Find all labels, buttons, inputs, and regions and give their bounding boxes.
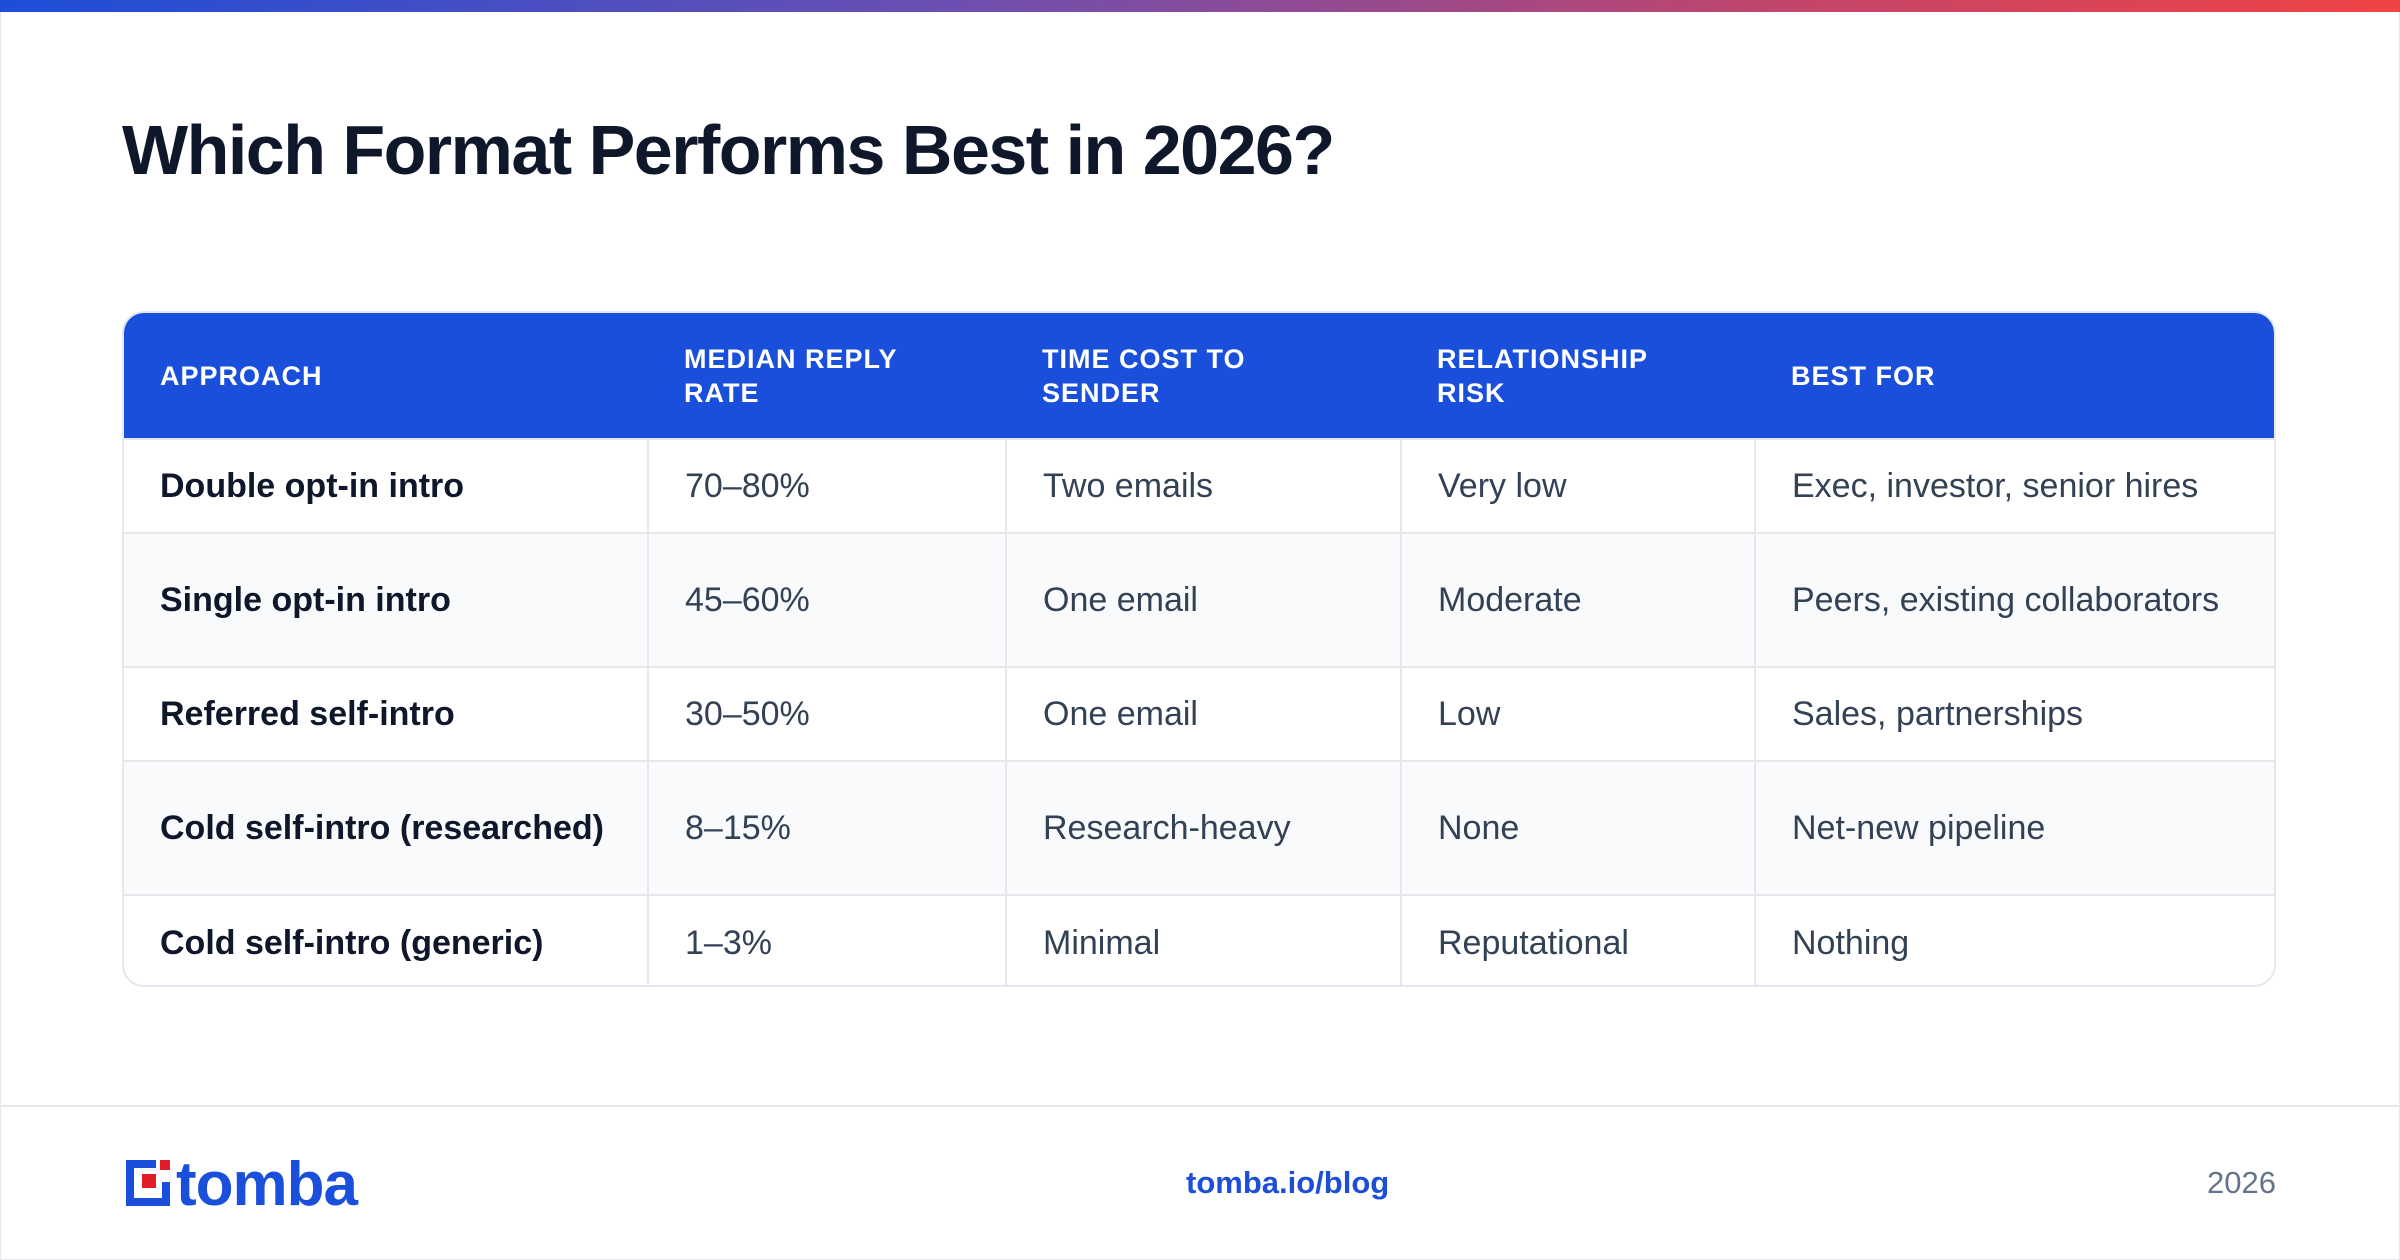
cell-time-cost: Minimal	[1005, 894, 1401, 985]
table-row: Double opt-in intro 70–80% Two emails Ve…	[124, 438, 2274, 533]
table-row: Cold self-intro (generic) 1–3% Minimal R…	[124, 894, 2274, 985]
cell-reply-rate: 30–50%	[647, 666, 1006, 761]
tomba-logo-icon	[122, 1156, 174, 1215]
cell-approach: Cold self-intro (researched)	[124, 760, 648, 895]
cell-reply-rate: 45–60%	[647, 532, 1006, 667]
cell-reply-rate: 1–3%	[647, 894, 1006, 985]
cell-reply-rate: 70–80%	[647, 438, 1006, 533]
table-header-row: APPROACH MEDIAN REPLY RATE TIME COST TO …	[124, 313, 2274, 439]
footer-year: 2026	[2207, 1165, 2276, 1200]
tomba-logo[interactable]: tomba	[122, 1150, 358, 1219]
cell-approach: Double opt-in intro	[124, 438, 648, 533]
cell-best-for: Nothing	[1754, 894, 2274, 985]
cell-risk: None	[1400, 760, 1755, 895]
table-row: Referred self-intro 30–50% One email Low…	[124, 666, 2274, 761]
cell-time-cost: Two emails	[1005, 438, 1401, 533]
header-approach: APPROACH	[160, 360, 323, 391]
cell-best-for: Peers, existing collaborators	[1754, 532, 2274, 667]
cell-best-for: Net-new pipeline	[1754, 760, 2274, 895]
cell-reply-rate: 8–15%	[647, 760, 1006, 895]
cell-approach: Cold self-intro (generic)	[124, 894, 648, 985]
table-row: Single opt-in intro 45–60% One email Mod…	[124, 532, 2274, 667]
header-best-for: BEST FOR	[1791, 360, 1936, 391]
comparison-table: APPROACH MEDIAN REPLY RATE TIME COST TO …	[124, 313, 2274, 985]
cell-risk: Low	[1400, 666, 1755, 761]
cell-time-cost: Research-heavy	[1005, 760, 1401, 895]
blog-link[interactable]: tomba.io/blog	[1186, 1165, 1390, 1200]
comparison-table-card: APPROACH MEDIAN REPLY RATE TIME COST TO …	[122, 311, 2276, 987]
logo-wordmark: tomba	[176, 1150, 358, 1219]
footer-divider	[0, 1105, 2400, 1107]
cell-approach: Single opt-in intro	[124, 532, 648, 667]
cell-time-cost: One email	[1005, 532, 1401, 667]
cell-best-for: Exec, investor, senior hires	[1754, 438, 2274, 533]
header-relationship-risk: RELATIONSHIP RISK	[1437, 343, 1648, 408]
page-title: Which Format Performs Best in 2026?	[122, 111, 1335, 189]
header-time-cost: TIME COST TO SENDER	[1042, 343, 1246, 408]
cell-time-cost: One email	[1005, 666, 1401, 761]
gradient-top-bar	[0, 0, 2400, 12]
cell-risk: Very low	[1400, 438, 1755, 533]
cell-approach: Referred self-intro	[124, 666, 648, 761]
table-row: Cold self-intro (researched) 8–15% Resea…	[124, 760, 2274, 895]
cell-best-for: Sales, partnerships	[1754, 666, 2274, 761]
header-median-reply-rate: MEDIAN REPLY RATE	[684, 343, 898, 408]
cell-risk: Reputational	[1400, 894, 1755, 985]
cell-risk: Moderate	[1400, 532, 1755, 667]
